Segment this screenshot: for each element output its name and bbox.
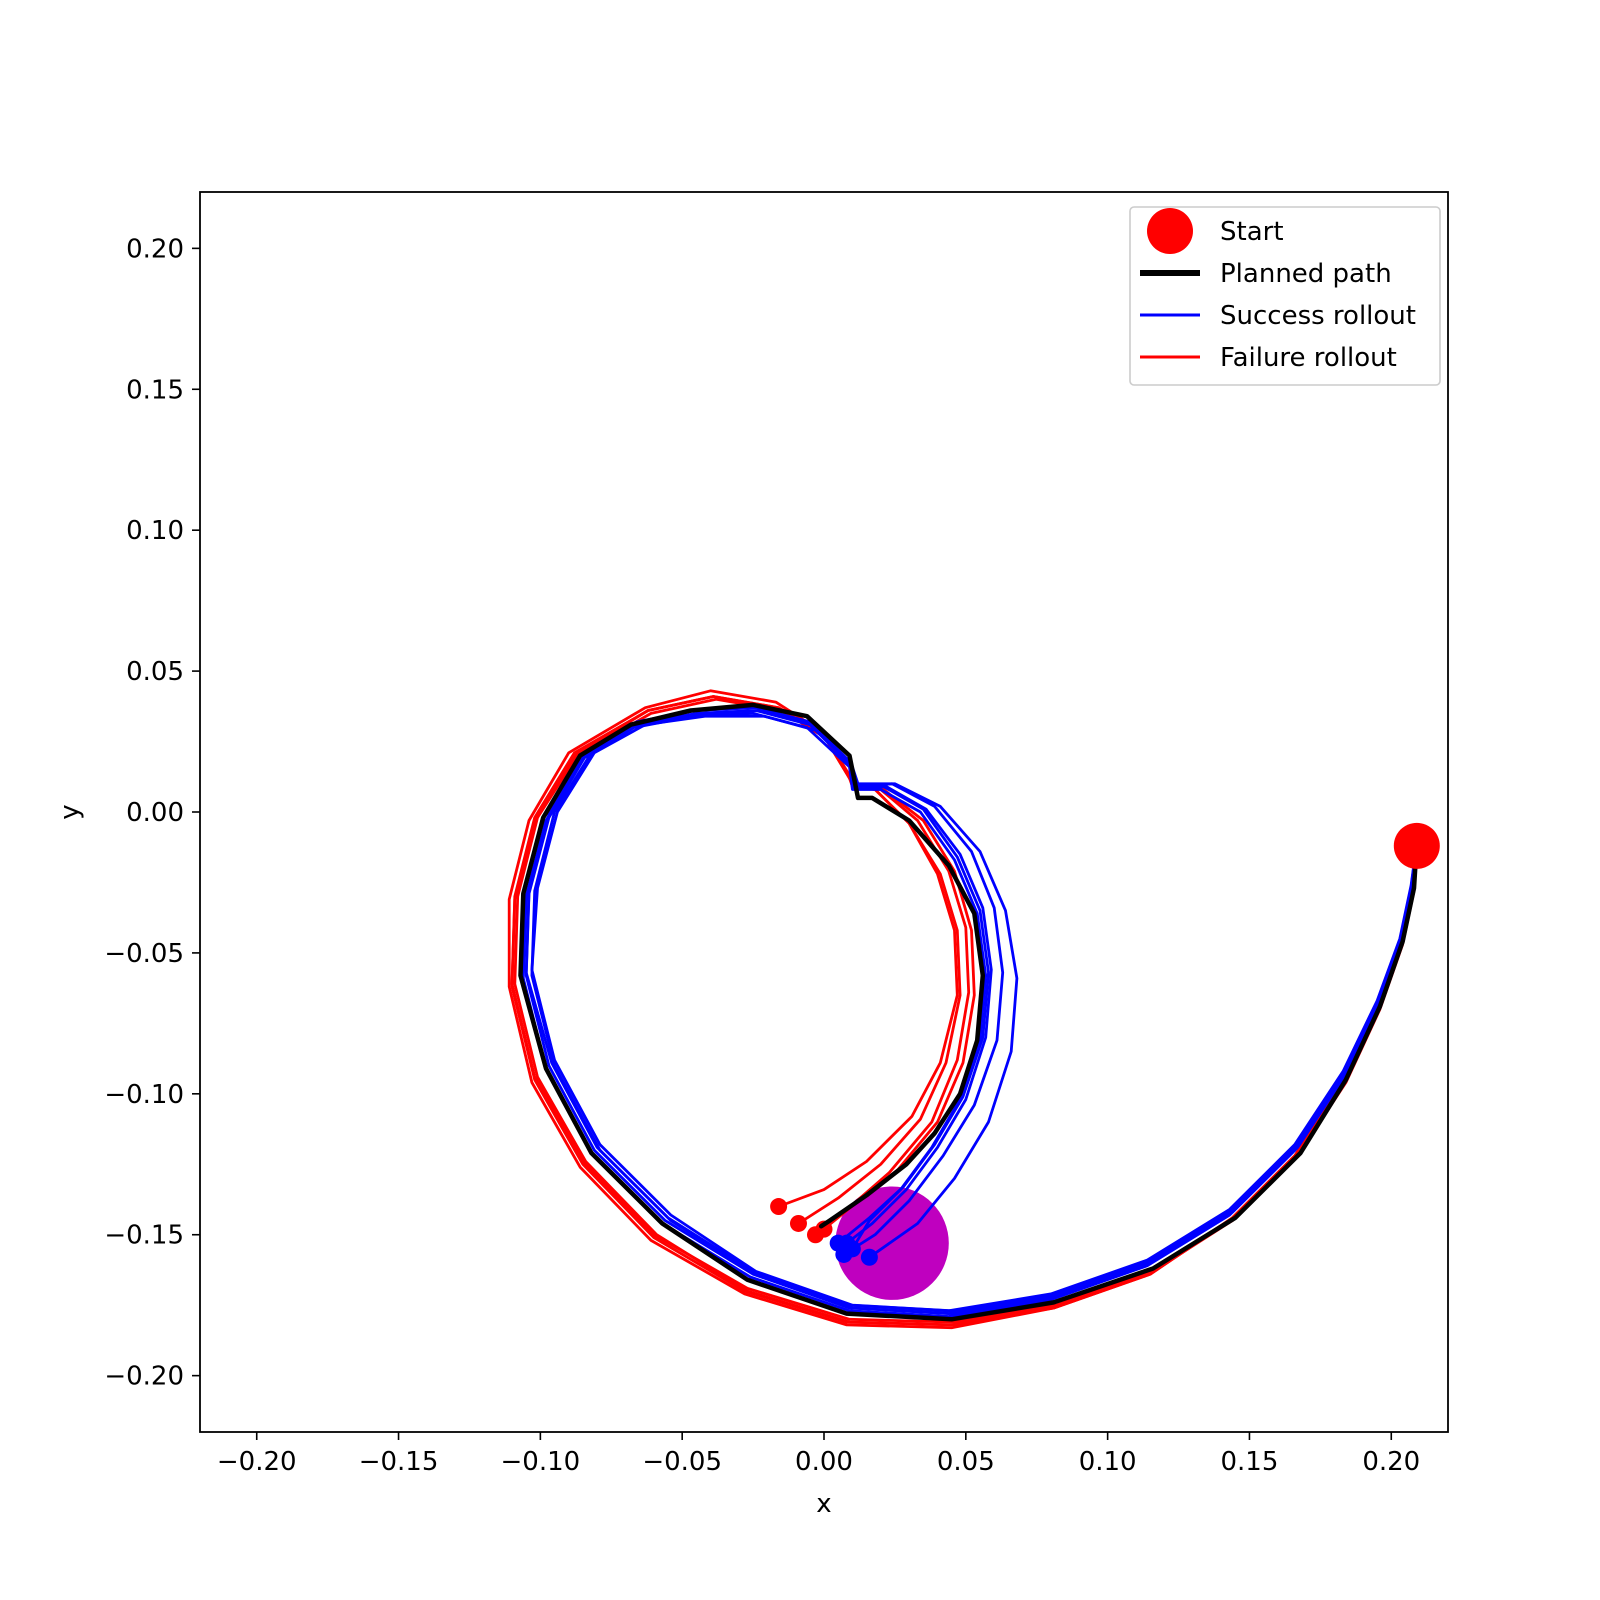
legend-box	[1129, 206, 1441, 386]
x-tick-label: 0.05	[937, 1447, 995, 1477]
failure-rollout-endpoint-8	[770, 1198, 788, 1216]
x-tick-label: 0.00	[795, 1447, 853, 1477]
legend: Start Planned path Success rollout Failure …	[1129, 206, 1441, 386]
y-tick-label: −0.20	[104, 1362, 184, 1392]
y-tick-label: 0.05	[126, 657, 184, 687]
success-rollout-line-5	[530, 714, 1419, 1313]
legend-label-1: Planned path	[1220, 259, 1392, 289]
x-axis-label: x	[816, 1489, 831, 1519]
y-tick-label: 0.10	[126, 516, 184, 546]
y-tick-label: 0.15	[126, 375, 184, 405]
y-tick-label: 0.00	[126, 798, 184, 828]
x-axis: −0.20 −0.15 −0.10 −0.05 0.00 0.05 0.10 0.15 0.20	[217, 1432, 1420, 1477]
x-tick-label: −0.15	[359, 1447, 439, 1477]
success-rollout-endpoint-5	[860, 1248, 878, 1266]
goal-region	[835, 1186, 949, 1300]
y-tick-label: 0.20	[126, 234, 184, 264]
y-axis: −0.20 −0.15 −0.10 −0.05 0.00 0.05 0.10 0.15 0.20	[104, 234, 200, 1392]
success-rollout-endpoint-4	[843, 1240, 861, 1258]
legend-label-2: Success rollout	[1220, 301, 1416, 331]
legend-label-0: Start	[1220, 217, 1284, 247]
success-rollout-line-4	[521, 712, 1419, 1318]
x-tick-label: 0.15	[1221, 1447, 1279, 1477]
x-tick-label: −0.20	[217, 1447, 297, 1477]
legend-label-3: Failure rollout	[1220, 343, 1397, 373]
x-tick-label: 0.10	[1079, 1447, 1137, 1477]
start-marker	[1393, 822, 1440, 869]
legend-start-marker	[1147, 208, 1193, 254]
planned-rollout-line-0	[518, 702, 1420, 1322]
x-tick-label: −0.10	[501, 1447, 581, 1477]
plot-area	[507, 689, 1440, 1330]
y-tick-label: −0.15	[104, 1221, 184, 1251]
y-tick-label: −0.05	[104, 939, 184, 969]
y-tick-label: −0.10	[104, 1080, 184, 1110]
y-axis-label: y	[55, 804, 85, 819]
failure-rollout-endpoint-6	[789, 1214, 807, 1232]
x-tick-label: −0.05	[642, 1447, 722, 1477]
x-tick-label: 0.20	[1362, 1447, 1420, 1477]
success-rollout-endpoint-3	[829, 1234, 847, 1252]
